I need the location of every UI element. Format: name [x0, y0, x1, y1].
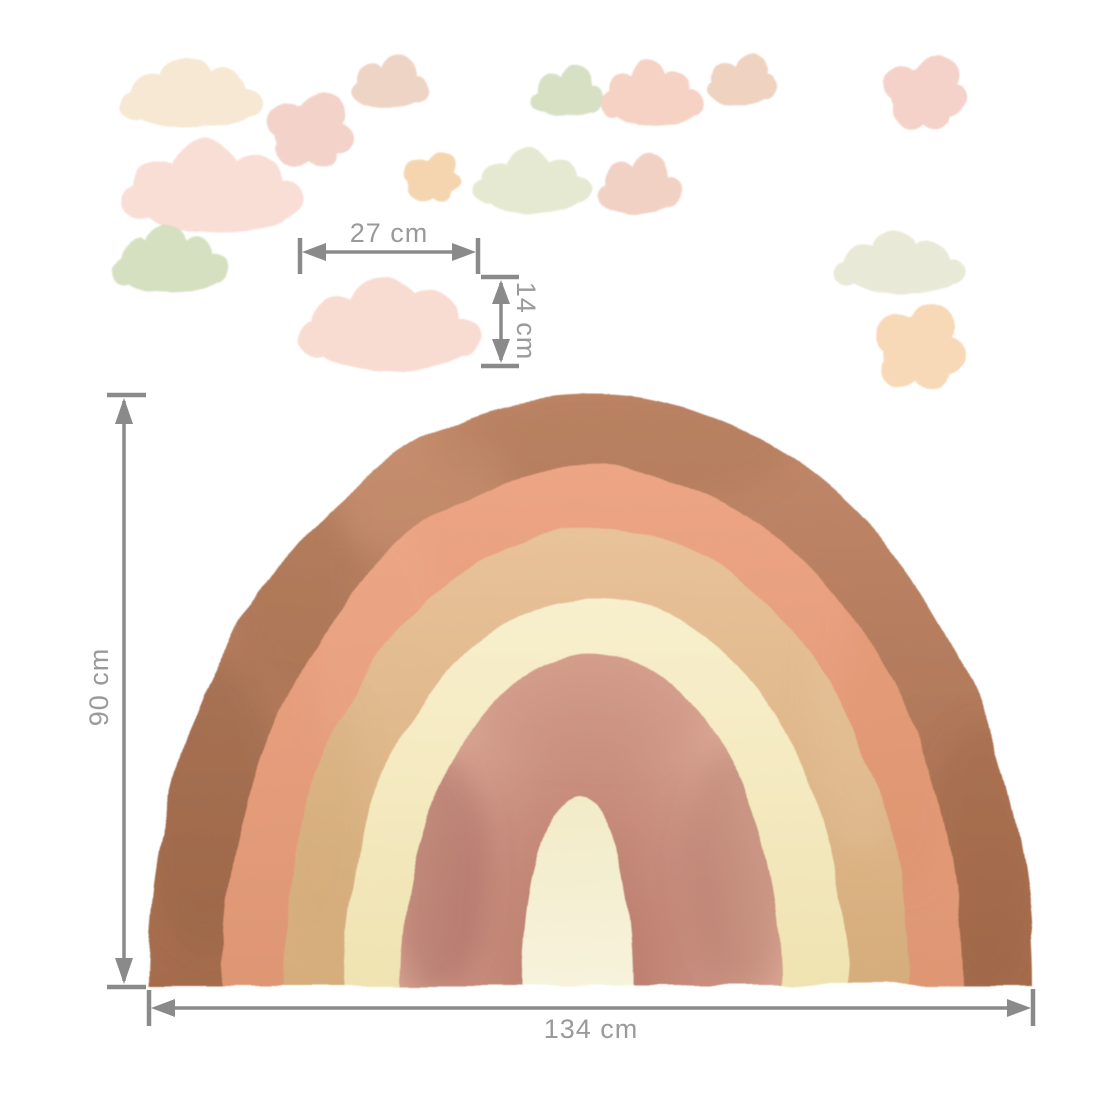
arrowhead-right-icon — [452, 243, 476, 261]
cloud-measured-pink — [298, 276, 481, 371]
cloud-pink-round — [267, 92, 355, 169]
dimension-rainbow-height: 90 cm — [84, 392, 146, 990]
dimension-label-rainbow-width: 134 cm — [544, 1014, 639, 1044]
cloud-peach-pink — [351, 55, 430, 108]
cloud-small-pink — [707, 54, 778, 105]
cloud-pink-blob — [884, 56, 966, 131]
cloud-small-peach — [404, 152, 464, 201]
cloud-pink-top — [600, 60, 704, 127]
dimension-cloud-width: 27 cm — [297, 218, 481, 274]
cloud-green-left — [112, 224, 228, 294]
cloud-cream — [120, 57, 263, 129]
dimension-label-rainbow-height: 90 cm — [84, 648, 114, 727]
cloud-green-top — [530, 65, 603, 116]
cloud-sage-right — [834, 231, 965, 296]
dimension-label-cloud-width: 27 cm — [350, 218, 429, 248]
arrowhead-down-icon — [115, 958, 133, 984]
rainbow-center-arch — [523, 798, 633, 985]
cloud-sage-left — [472, 149, 592, 214]
cloud-peach-blob — [872, 303, 966, 390]
dimension-cloud-height: 14 cm — [481, 274, 541, 369]
rainbow — [147, 395, 1033, 985]
cloud-pink-mid — [596, 152, 682, 213]
arrowhead-up-icon — [115, 398, 133, 424]
arrowhead-left-icon — [302, 243, 326, 261]
arrowhead-up-icon — [492, 280, 510, 304]
arrowhead-right-icon — [1007, 999, 1031, 1017]
dimension-rainbow-width: 134 cm — [146, 989, 1036, 1044]
arrowhead-left-icon — [151, 999, 175, 1017]
dimension-label-cloud-height: 14 cm — [511, 282, 541, 361]
arrowhead-down-icon — [492, 339, 510, 363]
